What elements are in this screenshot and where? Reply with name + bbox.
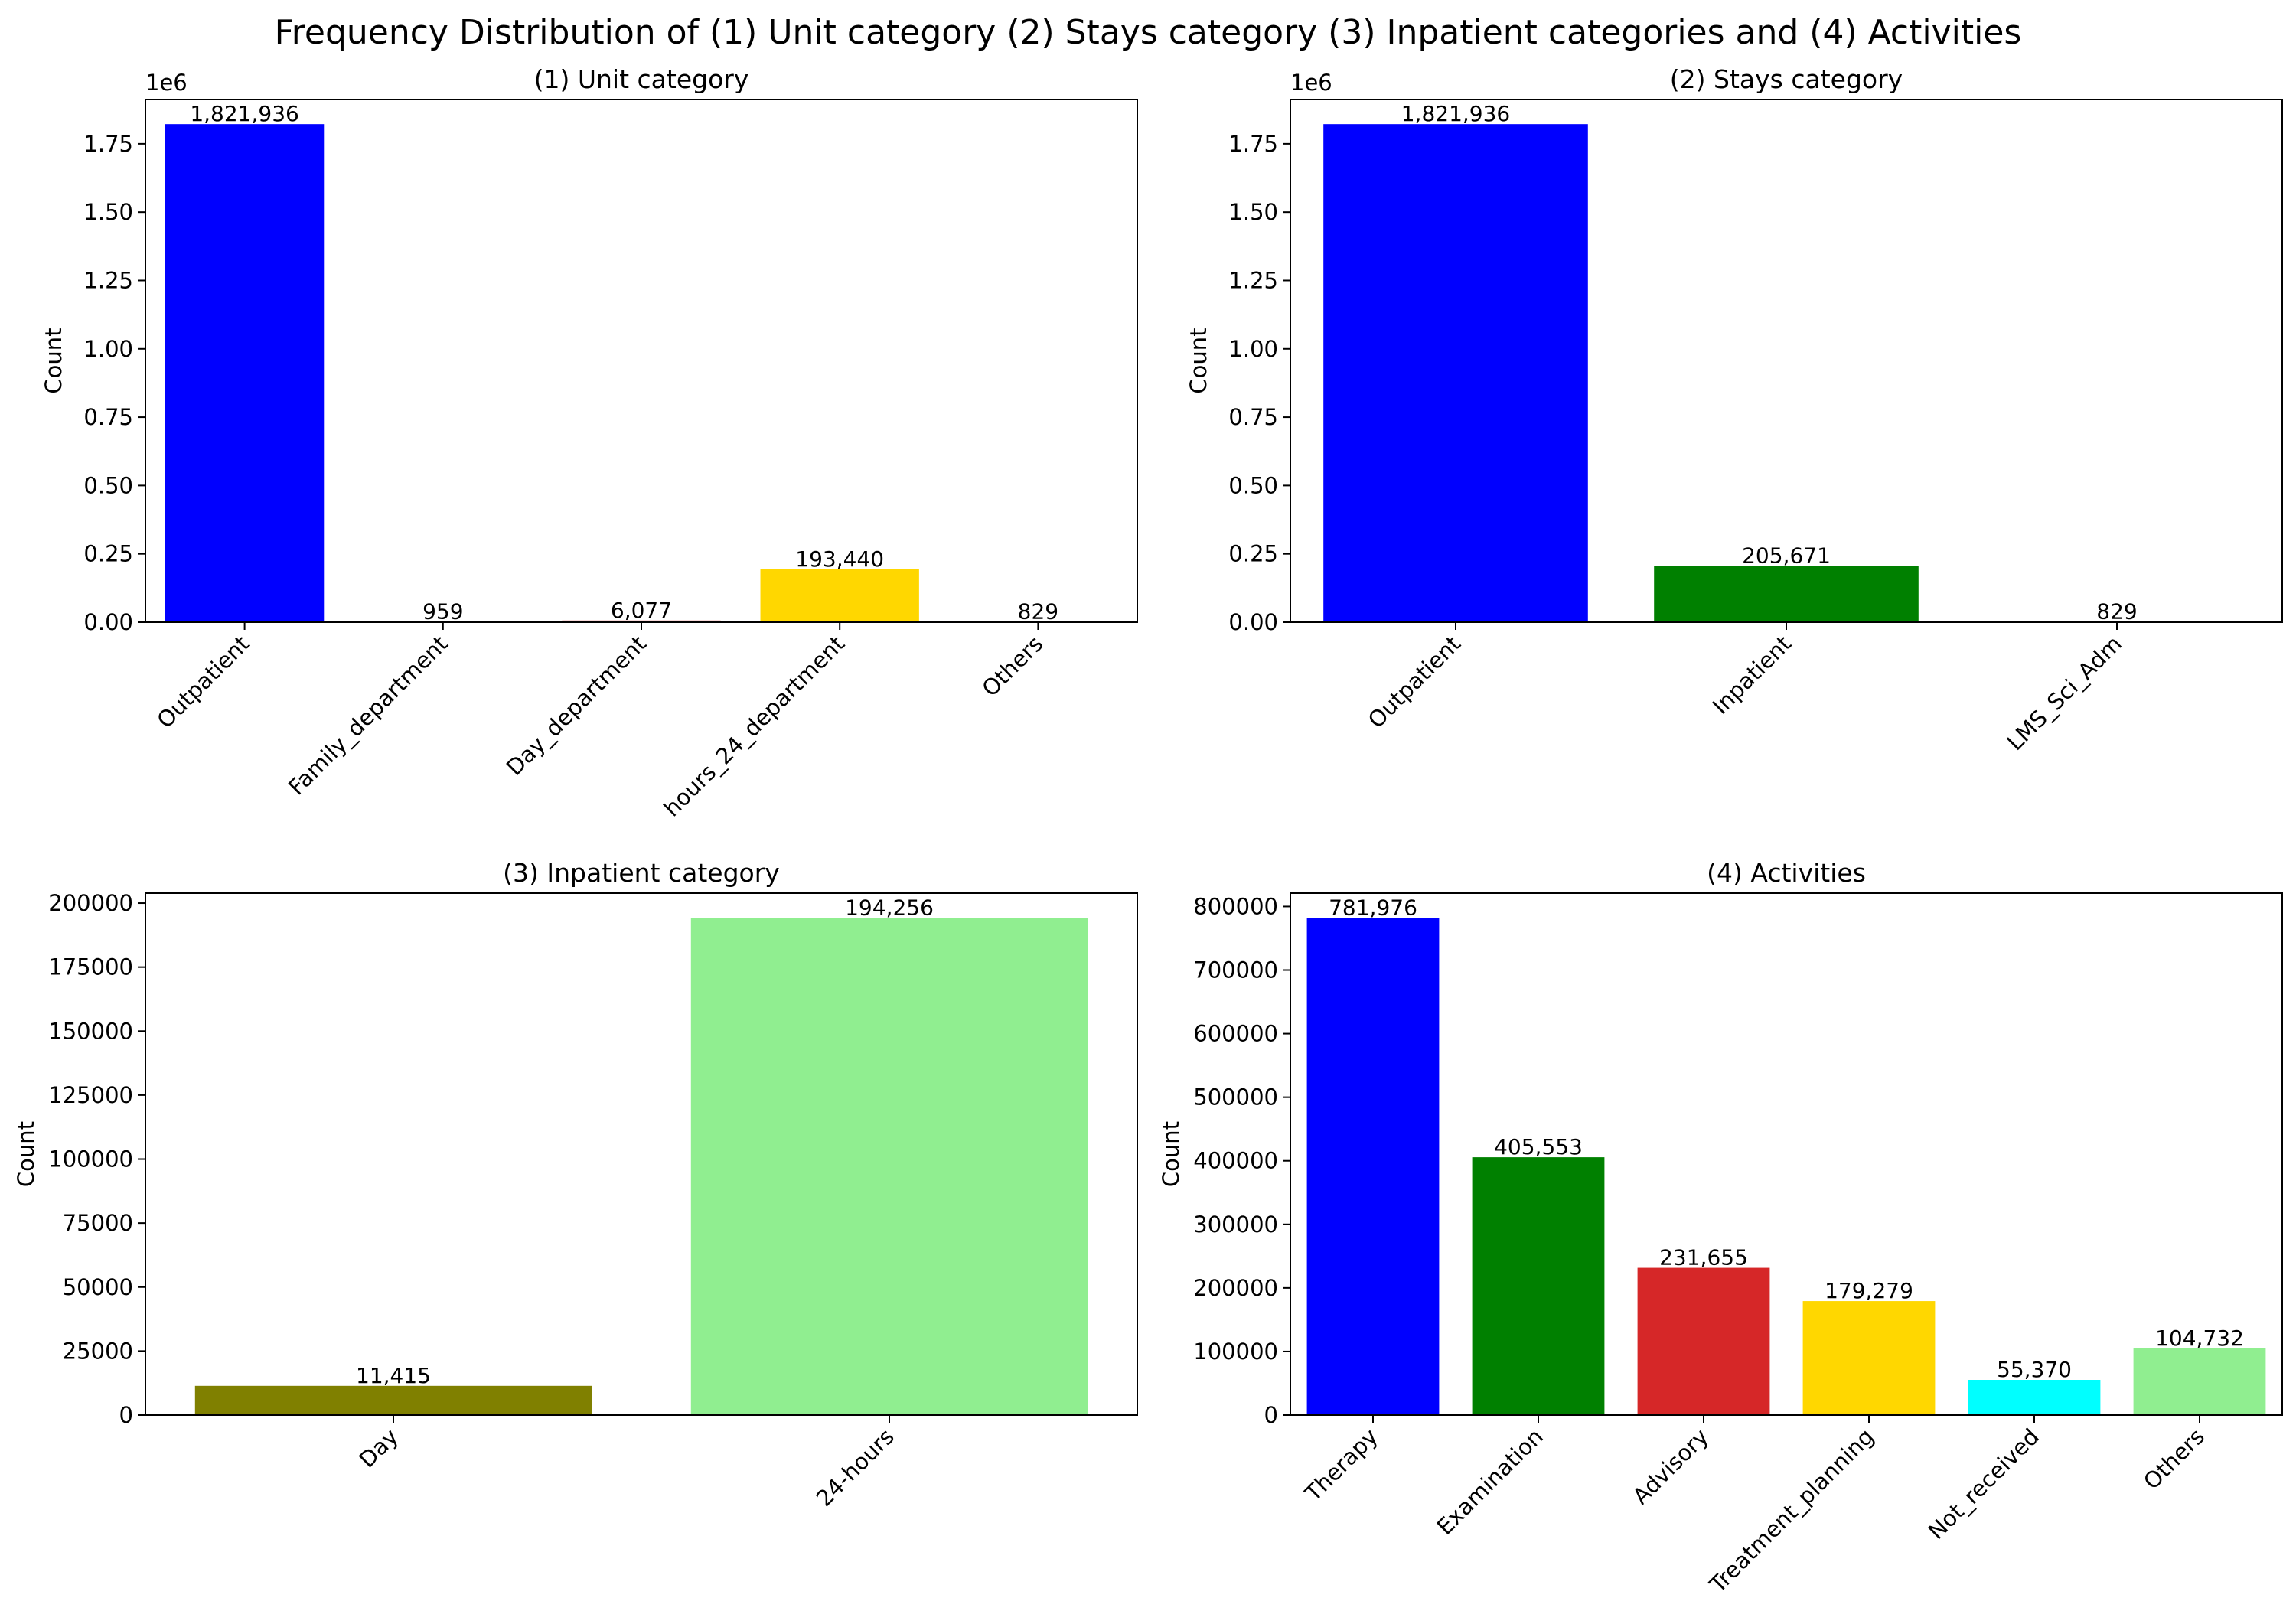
y-tick-label: 800000 (1193, 893, 1278, 919)
y-tick-label: 1.25 (1228, 267, 1278, 293)
y-tick-label: 100000 (1193, 1339, 1278, 1365)
bar-outpatient (1323, 124, 1588, 623)
y-tick-label: 200000 (1193, 1275, 1278, 1301)
y-tick-label: 400000 (1193, 1148, 1278, 1174)
y-tick-label: 100000 (48, 1146, 133, 1172)
data-label: 781,976 (1329, 895, 1417, 920)
y-tick-label: 0.00 (83, 609, 133, 635)
y-tick-label: 600000 (1193, 1021, 1278, 1047)
y-tick-label: 0.50 (1228, 472, 1278, 498)
y-tick-label: 0.75 (83, 404, 133, 430)
chart-panel-1: 1,821,936 959 6,077 193,440 829 0.00 0.25 0.50 0… (41, 64, 1138, 822)
data-label: 1,821,936 (1401, 101, 1511, 126)
x-tick-label: Advisory (1628, 1423, 1714, 1509)
y-tick-label: 300000 (1193, 1211, 1278, 1238)
data-label: 193,440 (795, 546, 884, 572)
y-tick-label: 0.25 (83, 541, 133, 567)
x-tick-label: Day_department (501, 631, 651, 781)
data-label: 6,077 (611, 598, 672, 623)
y-tick-label: 25000 (63, 1338, 133, 1364)
x-tick-label: Treatment_planning (1704, 1423, 1879, 1598)
y-tick-label: 125000 (48, 1082, 133, 1108)
bar-day (194, 1385, 592, 1415)
x-tick-label: LMS_Sci_Adm (2002, 631, 2127, 755)
bar-day-department (562, 620, 721, 622)
y-offset-text: 1e6 (1290, 70, 1332, 96)
data-label: 104,732 (2155, 1326, 2244, 1351)
data-label: 11,415 (356, 1363, 431, 1388)
chart-panel-3: 11,415 194,256 0 25000 50000 75000 100000 12500… (13, 858, 1138, 1511)
bar-inpatient (1654, 566, 1919, 622)
y-axis-label: Count (13, 1121, 39, 1187)
bar-outpatient (165, 124, 325, 623)
bar-others (2133, 1348, 2266, 1415)
data-label: 231,655 (1659, 1245, 1748, 1270)
y-tick-label: 1.50 (1228, 199, 1278, 225)
subplot-title: (2) Stays category (1670, 64, 1903, 94)
chart-panel-4: 781,976 405,553 231,655 179,279 55,370 104,73… (1158, 858, 2283, 1598)
data-label: 829 (1018, 599, 1058, 624)
x-tick-label: Outpatient (152, 631, 254, 733)
y-tick-label: 1.00 (1228, 336, 1278, 362)
data-label: 194,256 (845, 895, 934, 920)
bar-examination (1472, 1157, 1605, 1415)
bar-treatment-planning (1802, 1301, 1936, 1415)
y-tick-label: 0 (119, 1402, 133, 1428)
x-tick-label: Day (354, 1423, 403, 1473)
data-label: 205,671 (1742, 543, 1831, 569)
y-tick-label: 700000 (1193, 957, 1278, 983)
bar-hours-24-department (760, 569, 919, 622)
y-tick-label: 1.00 (83, 336, 133, 362)
subplot-title: (3) Inpatient category (503, 858, 780, 888)
y-tick-label: 500000 (1193, 1084, 1278, 1110)
y-tick-label: 75000 (63, 1210, 133, 1236)
x-tick-label: Inpatient (1707, 631, 1796, 719)
figure-title: Frequency Distribution of (1) Unit categ… (274, 13, 2022, 52)
plot-frame (145, 892, 1138, 1416)
y-tick-label: 175000 (48, 954, 133, 980)
data-label: 55,370 (1997, 1357, 2072, 1382)
x-tick-label: Family_department (283, 631, 453, 801)
x-tick-label: Others (977, 631, 1048, 702)
y-tick-label: 50000 (63, 1274, 133, 1300)
y-tick-label: 1.25 (83, 267, 133, 293)
y-tick-label: 1.50 (83, 199, 133, 225)
data-label: 1,821,936 (190, 101, 299, 126)
y-tick-label: 0.00 (1228, 609, 1278, 635)
x-tick-label: Outpatient (1363, 631, 1466, 733)
y-tick-label: 150000 (48, 1018, 133, 1044)
subplot-title: (4) Activities (1707, 858, 1866, 888)
y-axis-label: Count (1186, 328, 1212, 393)
bar-therapy (1306, 918, 1440, 1415)
y-tick-label: 1.75 (83, 131, 133, 157)
chart-panel-2: 1,821,936 205,671 829 0.00 0.25 0.50 0.75 1.00 1… (1186, 64, 2283, 755)
y-axis-label: Count (1158, 1121, 1184, 1187)
y-tick-label: 0.50 (83, 472, 133, 498)
bar-advisory (1637, 1267, 1770, 1415)
x-tick-label: Not_received (1923, 1423, 2044, 1544)
subplot-title: (1) Unit category (534, 64, 749, 94)
y-tick-label: 200000 (48, 890, 133, 916)
y-tick-label: 0.75 (1228, 404, 1278, 430)
x-tick-label: Examination (1432, 1423, 1548, 1540)
y-tick-label: 0.25 (1228, 541, 1278, 567)
y-axis-label: Count (41, 328, 67, 393)
y-tick-label: 0 (1264, 1402, 1278, 1428)
y-tick-label: 1.75 (1228, 131, 1278, 157)
y-offset-text: 1e6 (145, 70, 188, 96)
x-tick-label: hours_24_department (659, 631, 850, 822)
data-label: 179,279 (1825, 1278, 1913, 1303)
x-tick-label: Therapy (1300, 1423, 1383, 1507)
bar-24-hours (690, 918, 1088, 1415)
plot-frame (1290, 892, 2283, 1416)
data-label: 959 (422, 599, 463, 624)
x-tick-label: Others (2138, 1423, 2210, 1495)
data-label: 405,553 (1494, 1134, 1583, 1159)
data-label: 829 (2096, 599, 2137, 624)
x-tick-label: 24-hours (811, 1423, 899, 1511)
bar-not-received (1968, 1380, 2101, 1415)
